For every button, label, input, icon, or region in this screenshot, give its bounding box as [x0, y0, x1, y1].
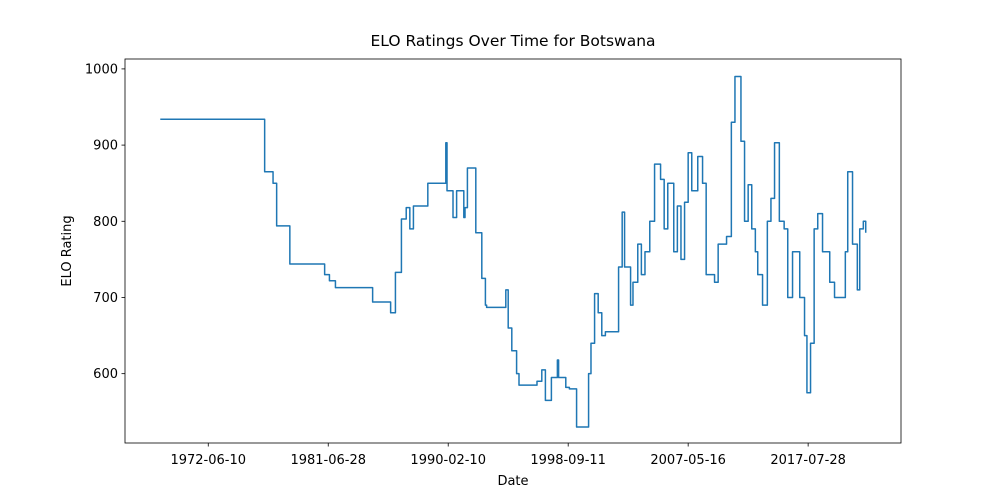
plot-frame [124, 58, 902, 444]
y-axis-label: ELO Rating [60, 215, 75, 286]
y-tick-label: 700 [93, 291, 118, 306]
x-tick-label: 1981-06-28 [290, 453, 366, 468]
x-tick-label: 2017-07-28 [770, 453, 846, 468]
y-tick-label: 1000 [85, 62, 118, 77]
y-tick-label: 900 [93, 139, 118, 154]
x-tick-label: 1998-09-11 [530, 453, 606, 468]
y-tick-label: 800 [93, 215, 118, 230]
data-line [160, 75, 867, 428]
x-tick-label: 1972-06-10 [170, 453, 246, 468]
x-tick-label: 2007-05-16 [650, 453, 726, 468]
x-tick-label: 1990-02-10 [410, 453, 486, 468]
x-axis-label: Date [497, 474, 528, 489]
y-tick-label: 600 [93, 367, 118, 382]
chart-title: ELO Ratings Over Time for Botswana [370, 32, 655, 50]
